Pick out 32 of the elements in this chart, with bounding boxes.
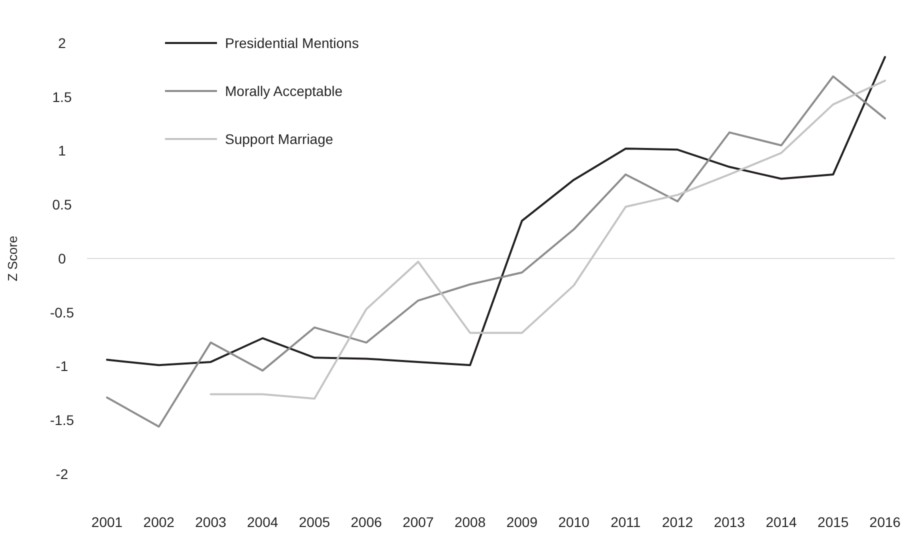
y-tick-label: 2 xyxy=(58,34,66,51)
x-tick-label: 2008 xyxy=(454,514,486,530)
legend-label: Morally Acceptable xyxy=(225,82,343,99)
y-tick-label: -1.5 xyxy=(50,412,74,428)
legend-label: Support Marriage xyxy=(225,130,334,147)
x-tick-label: 2011 xyxy=(610,514,641,530)
y-tick-label: 0 xyxy=(58,250,66,266)
y-tick-label: -1 xyxy=(56,358,68,374)
x-tick-label: 2006 xyxy=(350,514,382,530)
x-tick-label: 2005 xyxy=(298,514,330,530)
line-series xyxy=(210,80,886,400)
x-tick-label: 2004 xyxy=(247,514,278,530)
x-tick-label: 2013 xyxy=(714,514,746,530)
x-tick-label: 2016 xyxy=(869,514,901,530)
y-tick-label: 0.5 xyxy=(52,196,72,213)
y-tick-label: -0.5 xyxy=(50,304,74,320)
x-tick-label: 2007 xyxy=(402,514,434,530)
legend-label: Presidential Mentions xyxy=(225,34,359,51)
y-axis-title: Z Score xyxy=(5,236,20,282)
x-tick-label: 2001 xyxy=(91,514,123,530)
y-tick-label: 1 xyxy=(58,142,66,159)
x-tick-label: 2009 xyxy=(506,514,538,530)
y-tick-label: 1.5 xyxy=(52,88,72,105)
line-series xyxy=(106,75,886,428)
x-tick-label: 2012 xyxy=(662,514,694,530)
line-series xyxy=(106,56,886,366)
y-tick-label: -2 xyxy=(56,466,68,482)
x-tick-label: 2015 xyxy=(818,514,849,530)
x-tick-label: 2003 xyxy=(195,514,227,530)
x-tick-label: 2014 xyxy=(766,514,798,530)
x-tick-label: 2010 xyxy=(558,514,590,530)
x-tick-label: 2002 xyxy=(143,514,175,530)
